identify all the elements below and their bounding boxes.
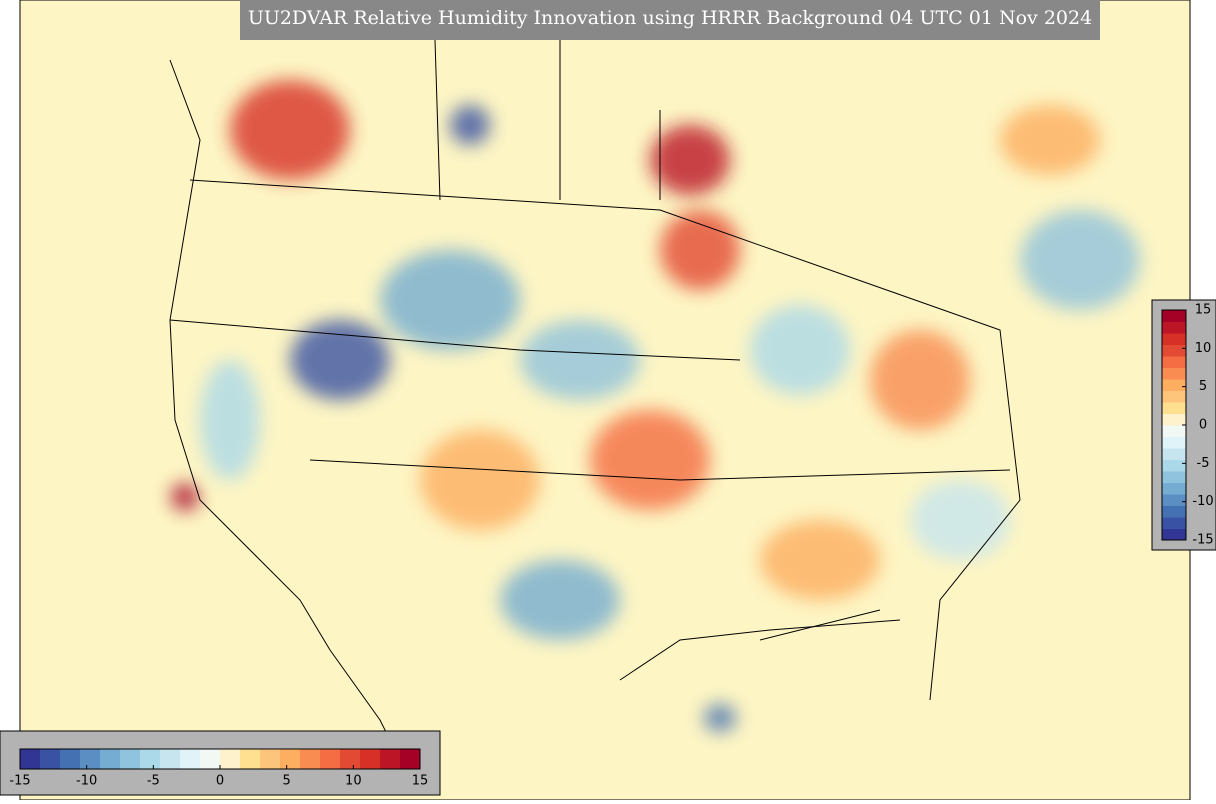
colorbar-right-swatch	[1162, 528, 1186, 541]
colorbar-tick-label: 0	[216, 774, 224, 789]
colorbar-swatch	[260, 749, 281, 769]
map-field	[171, 80, 1140, 732]
colorbar-right-swatch	[1162, 436, 1186, 449]
title-box	[240, 0, 1100, 40]
colorbar-right-swatch	[1162, 505, 1186, 518]
colorbar-tick-label: -5	[147, 774, 160, 789]
colorbar-swatch	[20, 749, 41, 769]
colorbar-right-swatch	[1162, 379, 1186, 391]
colorbar-swatch	[160, 749, 181, 769]
colorbar-swatch	[320, 749, 341, 769]
colorbar-right-swatch	[1162, 310, 1186, 322]
colorbar-tick-label: -15	[9, 774, 30, 789]
colorbar-right-tick-label: 10	[1195, 341, 1212, 356]
colorbar-tick-label: 10	[345, 774, 362, 789]
colorbar-tick-label: 5	[283, 774, 291, 789]
colorbar-tick-label: -10	[76, 774, 97, 789]
colorbar-right-swatch	[1162, 402, 1186, 414]
colorbar-swatch	[140, 749, 161, 769]
colorbar-right-tick-label: -5	[1197, 456, 1210, 471]
colorbar-right-swatch	[1162, 321, 1186, 334]
colorbar-right-swatch	[1162, 471, 1186, 483]
colorbar-right-tick-label: 0	[1199, 418, 1207, 433]
colorbar-right-swatch	[1162, 425, 1186, 437]
colorbar-swatch	[180, 749, 201, 769]
colorbar-swatch	[60, 749, 81, 769]
colorbar-right-tick-label: -10	[1192, 494, 1213, 509]
colorbar-swatch	[80, 749, 101, 769]
colorbar-right-tick-label: 15	[1195, 303, 1212, 318]
colorbar-swatch	[120, 749, 141, 769]
colorbar-right-swatch	[1162, 356, 1186, 368]
colorbar-right-tick-label: -15	[1192, 533, 1213, 548]
colorbar-right-swatch	[1162, 517, 1186, 529]
title: UU2DVAR Relative Humidity Innovation usi…	[248, 7, 1092, 29]
colorbar-swatch	[100, 749, 121, 769]
colorbar-swatch	[40, 749, 61, 769]
colorbar-right-tick-label: 5	[1199, 379, 1207, 394]
colorbar-swatch	[200, 749, 221, 769]
colorbar-swatch	[240, 749, 261, 769]
colorbar-swatch	[340, 749, 361, 769]
colorbar-right-swatch	[1162, 482, 1186, 495]
colorbar-right-swatch	[1162, 367, 1186, 380]
colorbar-swatch	[220, 749, 241, 769]
colorbar-right-swatch	[1162, 333, 1186, 345]
colorbar-right-swatch	[1162, 413, 1186, 426]
colorbar-swatch	[300, 749, 321, 769]
colorbar-right-swatch	[1162, 390, 1186, 403]
map-boundaries	[169, 39, 1021, 781]
colorbar-right-swatch	[1162, 344, 1186, 357]
colorbar-right-swatch	[1162, 448, 1186, 460]
colorbar-swatch	[280, 749, 301, 769]
colorbar-right-swatch	[1162, 494, 1186, 506]
colorbar-swatch	[380, 749, 401, 769]
colorbar-swatch	[360, 749, 381, 769]
colorbar-tick-label: 15	[412, 774, 429, 789]
colorbar-swatch	[400, 749, 421, 769]
colorbar-right-swatch	[1162, 459, 1186, 472]
